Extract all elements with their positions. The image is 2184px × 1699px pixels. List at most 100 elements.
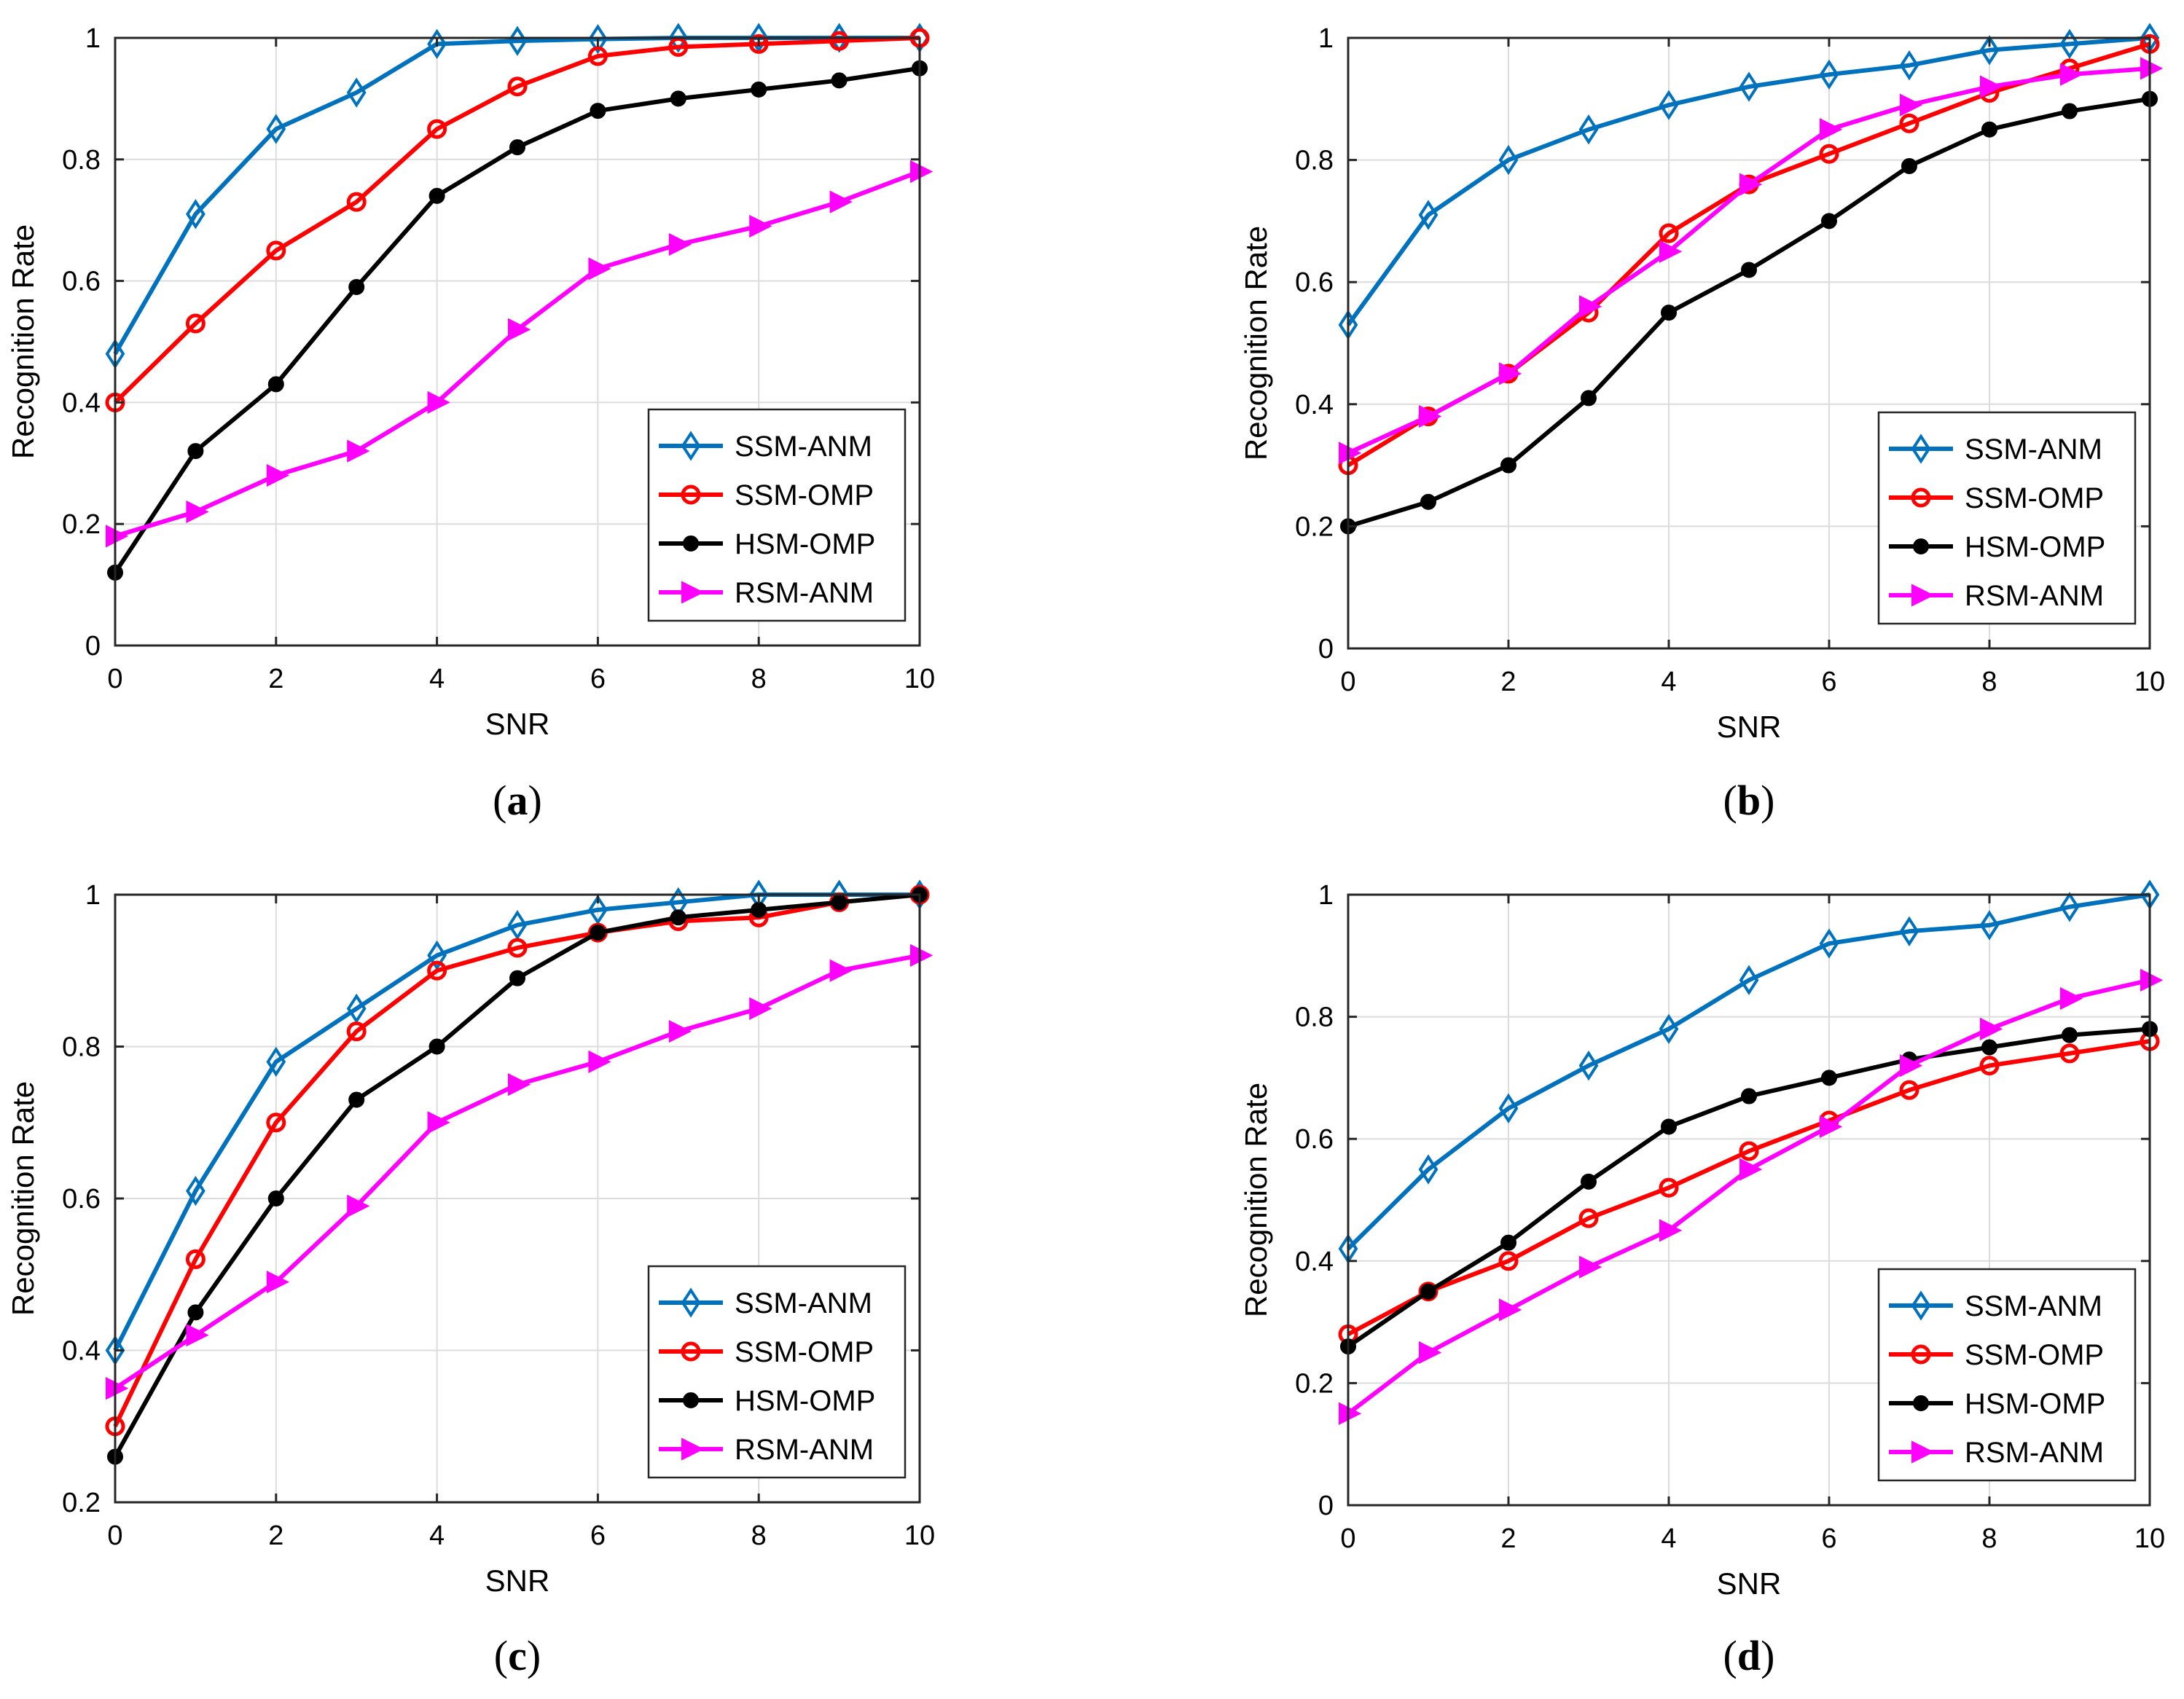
data-point-hsm-omp-7 (670, 909, 686, 926)
data-point-rsm-anm-10 (2140, 57, 2164, 80)
data-point-rsm-anm-0 (1339, 442, 1362, 465)
y-tick-label: 0.8 (1295, 1002, 1334, 1033)
data-point-rsm-anm-5 (1739, 1158, 1763, 1181)
legend-label-ssm-anm: SSM-ANM (735, 431, 872, 463)
y-tick-label: 1 (1318, 880, 1334, 911)
data-point-ssm-omp-9 (829, 31, 850, 51)
legend-marker-rsm-anm (1911, 584, 1935, 607)
legend: SSM-ANM SSM-OMP HSM-OMP RSM-ANM (647, 1265, 907, 1479)
data-point-rsm-anm-8 (1980, 75, 2003, 98)
x-tick-label: 8 (1981, 667, 1997, 697)
legend-marker-hsm-omp (1913, 1395, 1929, 1411)
data-point-hsm-omp-4 (1661, 305, 1677, 321)
x-tick-label: 2 (1500, 667, 1516, 697)
data-point-rsm-anm-4 (1659, 240, 1683, 263)
legend-label-ssm-omp: SSM-OMP (1965, 482, 2104, 514)
legend: SSM-ANM SSM-OMP HSM-OMP RSM-ANM (1877, 1268, 2137, 1482)
y-tick-label: 1 (1318, 23, 1334, 54)
data-point-hsm-omp-5 (509, 139, 525, 156)
x-tick-label: 2 (268, 664, 283, 694)
data-point-rsm-anm-9 (829, 190, 853, 213)
data-point-hsm-omp-1 (1420, 1283, 1436, 1300)
legend-label-ssm-anm: SSM-ANM (1965, 433, 2102, 466)
data-point-ssm-omp-2 (266, 240, 286, 261)
data-point-hsm-omp-5 (1741, 262, 1757, 278)
data-point-rsm-anm-10 (910, 160, 934, 184)
x-tick-label: 0 (107, 1521, 122, 1551)
data-point-ssm-omp-1 (185, 313, 206, 334)
y-tick-label: 0.4 (1295, 390, 1334, 420)
data-point-rsm-anm-2 (1499, 362, 1522, 385)
data-point-rsm-anm-7 (1900, 1054, 1923, 1078)
data-point-rsm-anm-1 (186, 500, 209, 524)
data-point-ssm-anm-2 (1498, 144, 1519, 176)
data-point-ssm-omp-3 (346, 192, 367, 212)
data-point-ssm-anm-8 (1979, 910, 2000, 941)
data-point-ssm-omp-7 (668, 37, 689, 58)
data-point-rsm-anm-6 (1820, 1115, 1843, 1139)
legend-label-ssm-anm: SSM-ANM (735, 1287, 872, 1319)
data-point-rsm-anm-8 (749, 214, 772, 238)
data-point-ssm-omp-3 (1578, 1208, 1599, 1228)
data-point-hsm-omp-4 (1661, 1118, 1677, 1135)
legend-marker-rsm-anm (681, 1437, 705, 1461)
y-tick-label: 1 (85, 880, 101, 911)
axes-box (1347, 893, 2151, 1507)
data-point-hsm-omp-3 (1581, 390, 1597, 407)
legend-marker-ssm-anm (1911, 433, 1931, 464)
data-point-ssm-anm-4 (1659, 90, 1679, 120)
data-point-hsm-omp-3 (348, 1091, 365, 1108)
data-point-ssm-anm-7 (1899, 50, 1919, 81)
caption-open-paren: ( (1723, 777, 1737, 824)
legend-label-rsm-anm: RSM-ANM (735, 577, 874, 609)
data-point-ssm-anm-4 (427, 940, 447, 971)
x-tick-label: 0 (1340, 667, 1355, 697)
y-tick-label: 0.8 (62, 1032, 101, 1063)
data-point-hsm-omp-4 (428, 187, 445, 204)
legend-label-hsm-omp: HSM-OMP (1965, 1388, 2105, 1420)
caption-close-paren: ) (1761, 1632, 1774, 1679)
legend-marker-ssm-anm (681, 431, 701, 461)
data-point-hsm-omp-6 (590, 103, 606, 119)
x-tick-label: 10 (904, 664, 935, 694)
data-point-rsm-anm-9 (2060, 986, 2083, 1011)
data-point-ssm-anm-2 (266, 1046, 286, 1078)
x-axis-label: SNR (1717, 710, 1782, 744)
x-tick-label: 2 (1500, 1523, 1516, 1554)
data-point-ssm-anm-5 (507, 910, 528, 941)
data-point-hsm-omp-6 (590, 925, 606, 941)
x-tick-label: 2 (268, 1521, 283, 1551)
data-point-ssm-anm-6 (1819, 928, 1839, 959)
data-point-ssm-anm-2 (266, 114, 286, 144)
x-tick-label: 8 (751, 1521, 767, 1551)
data-point-rsm-anm-5 (508, 318, 531, 341)
data-point-ssm-anm-1 (186, 199, 206, 229)
legend-label-hsm-omp: HSM-OMP (735, 1385, 875, 1417)
data-point-ssm-anm-9 (2059, 28, 2080, 60)
panel-caption: (c) (494, 1632, 541, 1679)
data-point-rsm-anm-1 (186, 1324, 209, 1347)
chart-panel-d: 0 2 4 6 8 10 0 0.2 0.4 0.6 0.8 1 SNR Recognition Rate… (1239, 879, 2165, 1679)
x-tick-label: 4 (429, 664, 445, 694)
data-point-rsm-anm-1 (1419, 1341, 1442, 1365)
data-point-ssm-omp-7 (1899, 1080, 1919, 1100)
legend-label-ssm-anm: SSM-ANM (1965, 1290, 2102, 1322)
data-point-ssm-omp-6 (587, 46, 608, 66)
data-point-rsm-anm-4 (427, 1111, 450, 1134)
data-point-rsm-anm-6 (588, 257, 611, 280)
caption-open-paren: ( (1723, 1632, 1737, 1679)
data-point-ssm-omp-4 (427, 119, 447, 139)
legend-label-rsm-anm: RSM-ANM (735, 1434, 874, 1466)
data-point-ssm-anm-9 (2059, 892, 2080, 922)
data-point-hsm-omp-8 (1981, 121, 1997, 138)
x-tick-label: 6 (590, 664, 606, 694)
data-point-ssm-anm-4 (1659, 1013, 1679, 1045)
data-point-rsm-anm-4 (1659, 1219, 1683, 1242)
legend-marker-ssm-omp (1911, 1344, 1931, 1365)
y-tick-label: 0 (1318, 634, 1334, 664)
data-point-rsm-anm-7 (668, 232, 692, 256)
data-point-rsm-anm-6 (588, 1050, 611, 1073)
caption-open-paren: ( (493, 777, 506, 824)
data-point-rsm-anm-6 (1820, 118, 1843, 141)
y-tick-label: 0 (85, 631, 101, 662)
